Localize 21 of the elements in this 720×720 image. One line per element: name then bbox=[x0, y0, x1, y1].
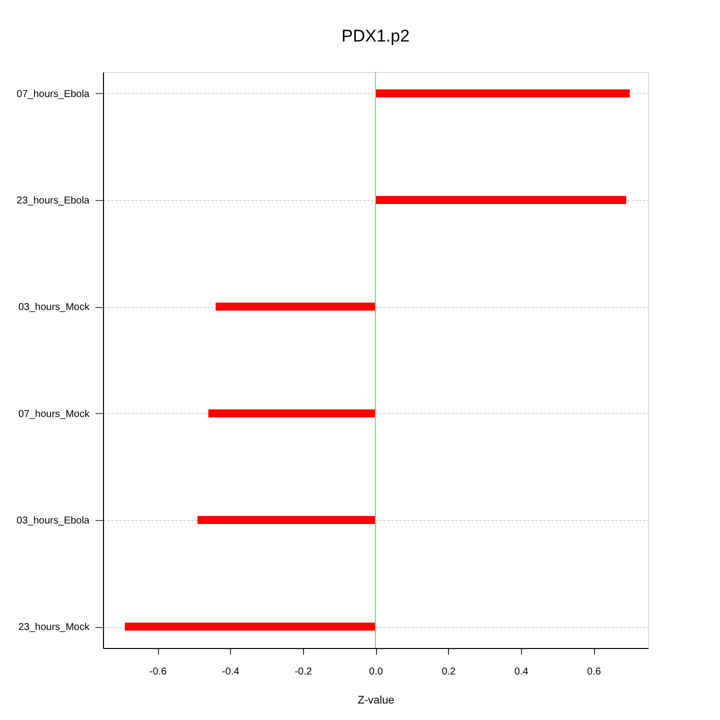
y-tick-label: 23_hours_Mock bbox=[18, 622, 90, 634]
y-tick-label: 07_hours_Ebola bbox=[16, 88, 90, 100]
x-tick-label: -0.2 bbox=[294, 666, 312, 678]
chart-title: PDX1.p2 bbox=[341, 26, 410, 46]
y-tick-label: 23_hours_Ebola bbox=[16, 196, 90, 206]
x-axis-title: Z-value bbox=[358, 694, 394, 706]
bar bbox=[216, 302, 376, 311]
y-tick-label: 03_hours_Ebola bbox=[16, 516, 90, 526]
y-tick-label: 07_hours_Mock bbox=[18, 408, 90, 420]
x-tick-label: 0.2 bbox=[442, 666, 456, 678]
x-tick-label: 0.0 bbox=[369, 666, 384, 678]
y-tick-label: 03_hours_Mock bbox=[18, 302, 90, 314]
x-tick-label: -0.4 bbox=[222, 666, 240, 678]
bar bbox=[208, 409, 376, 418]
bar bbox=[124, 622, 376, 631]
x-tick-label: -0.6 bbox=[149, 666, 168, 678]
bar bbox=[376, 196, 626, 204]
bar bbox=[197, 516, 376, 524]
bar bbox=[376, 89, 630, 98]
x-tick-label: 0.6 bbox=[587, 666, 602, 678]
x-tick-label: 0.4 bbox=[514, 666, 529, 678]
